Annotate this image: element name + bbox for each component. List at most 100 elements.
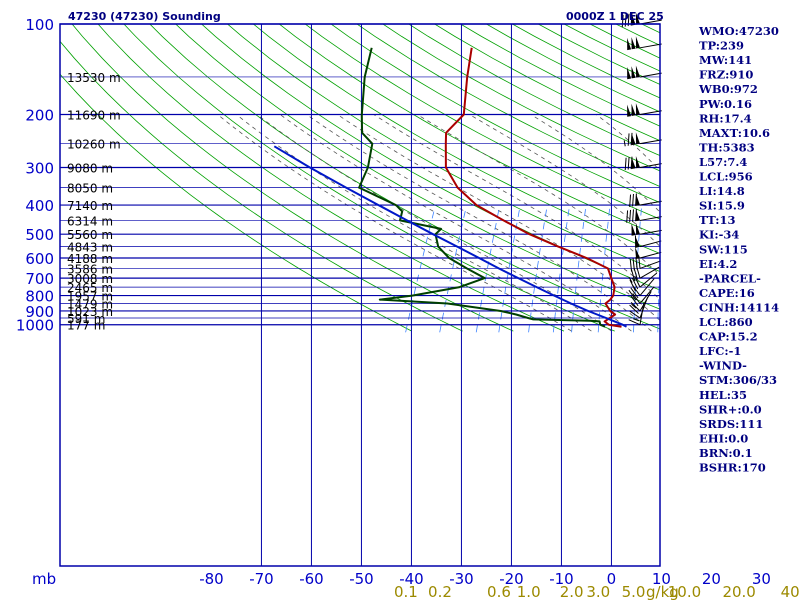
index-entry: FRZ:910 (699, 68, 753, 82)
temperature-tick-labels: -80-70-60-50-40-30-20-10010203040 (199, 570, 771, 588)
temperature-line (444, 47, 622, 328)
index-entry: CINH:14114 (699, 300, 779, 314)
plot-frame (59, 23, 661, 567)
index-entry: WB0:972 (698, 82, 758, 96)
mixing-ratio-label: 3.0 (586, 583, 610, 600)
height-label: 7140 m (67, 199, 113, 213)
wind-barb (635, 246, 662, 259)
wind-barbs (621, 12, 662, 326)
index-entry: TT:13 (699, 213, 736, 227)
wind-barb (627, 103, 662, 117)
index-entry: TP:239 (699, 39, 744, 53)
wind-barb (634, 235, 662, 248)
wind-barb (629, 291, 652, 314)
height-label: 3586 m (67, 262, 113, 276)
mixing-ratio-label: 20.0 (722, 583, 755, 600)
station-title: 47230 (47230) Sounding (68, 10, 221, 23)
sounding-time: 0000Z 1 DEC 25 (566, 10, 664, 23)
index-entry: LCL:956 (699, 170, 753, 184)
index-entry: -PARCEL- (699, 271, 761, 285)
pressure-label: 800 (25, 288, 54, 306)
temperature-label: -40 (399, 570, 424, 588)
wind-barb (629, 272, 658, 292)
index-entry: STM:306/33 (699, 373, 777, 387)
index-entry: EI:4.2 (699, 257, 737, 271)
wind-barb (630, 286, 655, 309)
index-entry: MW:141 (699, 53, 752, 67)
index-entry: BSHR:170 (699, 461, 766, 475)
height-label: 8050 m (67, 182, 113, 196)
wind-barb (631, 222, 662, 236)
index-entry: LFC:-1 (699, 344, 741, 358)
wind-barb (626, 208, 662, 223)
index-entry: HEL:35 (699, 388, 747, 402)
temperature-label: 0 (607, 570, 617, 588)
wind-barb (628, 266, 660, 283)
temperature-label: -20 (499, 570, 524, 588)
height-label: 1023 m (67, 305, 113, 319)
temperature-label: 30 (752, 570, 771, 588)
height-label: 4188 m (67, 252, 113, 266)
temperature-label: -30 (449, 570, 474, 588)
index-entry: CAP:15.2 (699, 330, 758, 344)
height-label: 5560 m (67, 228, 113, 242)
moist-adiabat (337, 114, 660, 321)
height-label: 1957 m (67, 290, 113, 304)
temperature-label: -60 (299, 570, 324, 588)
index-entry: TH:5383 (699, 140, 755, 154)
index-entry: SI:15.9 (699, 199, 745, 213)
index-entry: RH:17.4 (699, 111, 752, 125)
pressure-label: 600 (25, 250, 54, 268)
height-labels: 13530 m 11690 m 10260 m 9080 m 8050 m 7140 m6… (67, 71, 121, 333)
stability-indices-panel: WMO:47230TP:239MW:141FRZ:910WB0:972PW:0.… (698, 24, 779, 475)
height-label: 6314 m (67, 214, 113, 228)
parcel-line (273, 145, 627, 328)
temperature-label: -70 (249, 570, 274, 588)
mixing-ratio-labels: 0.1 0.2 0.6 1.0 2.03.0 5.0 10.0 20.0 40.0 (394, 583, 800, 600)
height-label: 11690 m (67, 109, 121, 123)
moist-adiabat (469, 114, 660, 247)
pressure-label: 400 (25, 197, 54, 215)
index-entry: -WIND- (699, 359, 747, 373)
moist-adiabat (217, 114, 572, 332)
wind-barb (629, 297, 648, 322)
index-entry: SHR+:0.0 (699, 402, 762, 416)
index-entry: BRN:0.1 (699, 446, 753, 460)
index-entry: EHI:0.0 (699, 431, 748, 445)
wind-barb (628, 302, 645, 326)
pressure-label: 200 (25, 107, 54, 125)
pressure-label: 700 (25, 270, 54, 288)
wind-barb (624, 156, 662, 171)
index-entry: SRDS:111 (699, 417, 763, 431)
height-label: 1479 m (67, 297, 113, 311)
temperature-label: 10 (652, 570, 671, 588)
wind-barb (627, 36, 662, 51)
height-label: 3008 m (67, 272, 113, 286)
pressure-label: 100 (25, 16, 54, 34)
mixing-ratio-label: 1.0 (517, 583, 541, 600)
pressure-label: 300 (25, 159, 54, 177)
height-label: 9080 m (67, 161, 113, 175)
height-label: 2465 m (67, 281, 113, 295)
profile-lines (273, 47, 627, 328)
mixing-ratio-label: 0.2 (428, 583, 452, 600)
mixing-ratio-label: 2.0 (560, 583, 584, 600)
index-entry: L57:7.4 (699, 155, 747, 169)
pressure-label: 500 (25, 226, 54, 244)
index-entry: MAXT:10.6 (699, 126, 770, 140)
temperature-label: -80 (199, 570, 224, 588)
index-entry: LI:14.8 (699, 184, 745, 198)
index-entry: CAPE:16 (699, 286, 755, 300)
temperature-label: 20 (702, 570, 721, 588)
index-entry: KI:-34 (699, 228, 739, 242)
pressure-label: 1000 (16, 317, 54, 335)
mixing-ratio-label: 0.1 (394, 583, 418, 600)
height-label: 13530 m (67, 71, 121, 85)
wind-barb (627, 65, 662, 80)
pressure-label: 900 (25, 303, 54, 321)
mixing-ratio-label: 10.0 (668, 583, 701, 600)
temperature-label: -10 (549, 570, 574, 588)
index-entry: PW:0.16 (699, 97, 752, 111)
